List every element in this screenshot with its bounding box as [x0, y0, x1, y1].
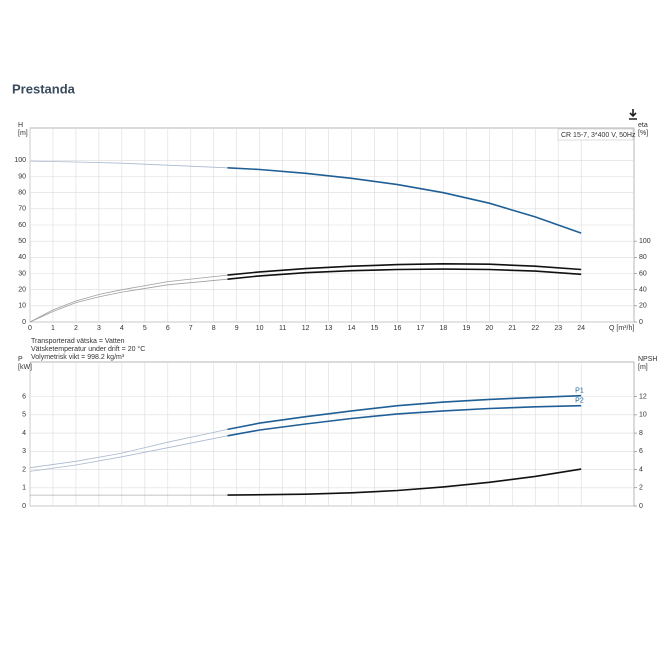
series-line — [29, 435, 228, 472]
series-line — [227, 394, 582, 431]
series-line — [29, 278, 228, 323]
legend-box — [557, 128, 634, 141]
y-tick-label: 2 — [22, 466, 26, 473]
y2-tick-label: 60 — [639, 270, 647, 277]
x-tick-label: 6 — [166, 325, 170, 332]
y-tick-label: 60 — [18, 222, 26, 229]
y-tick-label: 50 — [18, 238, 26, 245]
y2-tick-label: 10 — [639, 412, 647, 419]
y-tick-label: 0 — [22, 319, 26, 326]
x-tick-label: 22 — [531, 325, 539, 332]
x-tick-label: 11 — [279, 325, 286, 332]
y-tick-label: 10 — [18, 303, 26, 310]
x-tick-label: 18 — [439, 325, 447, 332]
y-tick-label: 3 — [22, 448, 26, 455]
series-line — [29, 160, 228, 169]
series-line — [29, 274, 228, 323]
y2-tick-label: 4 — [639, 466, 643, 473]
y-tick-label: 20 — [18, 287, 26, 294]
y-tick-label: 6 — [22, 393, 26, 400]
y-axis-label: H — [18, 122, 23, 129]
y-tick-label: 70 — [18, 206, 26, 213]
series-line — [227, 262, 582, 276]
x-tick-label: 20 — [485, 325, 493, 332]
x-tick-label: 0 — [28, 325, 32, 332]
series-line — [227, 468, 582, 496]
y2-axis-label: NPSH — [638, 356, 657, 363]
y2-axis-label: [m] — [638, 364, 648, 371]
y2-tick-label: 6 — [639, 448, 643, 455]
y-tick-label: 80 — [18, 190, 26, 197]
legend-text: CR 15-7, 3*400 V, 50Hz — [561, 132, 636, 139]
y-tick-label: 30 — [18, 270, 26, 277]
y2-tick-label: 80 — [639, 254, 647, 261]
y-axis-label: [kW] — [18, 364, 32, 371]
x-tick-label: 19 — [462, 325, 470, 332]
plot-frame — [29, 361, 635, 507]
annotation: Transporterad vätska = Vatten — [31, 338, 125, 345]
x-tick-label: 9 — [235, 325, 239, 332]
y2-tick-label: 8 — [639, 430, 643, 437]
x-tick-label: 13 — [325, 325, 333, 332]
series-line — [29, 429, 228, 469]
y2-tick-label: 100 — [639, 238, 651, 245]
y-tick-label: 1 — [22, 485, 26, 492]
x-tick-label: 3 — [97, 325, 101, 332]
x-tick-label: 12 — [302, 325, 310, 332]
x-tick-label: 5 — [143, 325, 147, 332]
download-icon[interactable] — [629, 109, 637, 120]
y-tick-label: 5 — [22, 412, 26, 419]
series-line — [227, 268, 582, 280]
series-line — [227, 404, 582, 437]
x-tick-label: 23 — [554, 325, 562, 332]
series-line — [227, 167, 582, 234]
x-tick-label: 1 — [51, 325, 55, 332]
y-tick-label: 90 — [18, 173, 26, 180]
y-axis-label: [m] — [18, 130, 28, 137]
x-tick-label: 10 — [256, 325, 264, 332]
x-tick-label: 21 — [508, 325, 516, 332]
y2-tick-label: 2 — [639, 485, 643, 492]
series-label: P1 — [575, 388, 584, 395]
x-tick-label: 8 — [212, 325, 216, 332]
series-label: P2 — [575, 398, 584, 405]
annotation: Vätsketemperatur under drift = 20 °C — [31, 345, 145, 353]
y2-tick-label: 20 — [639, 303, 647, 310]
y2-tick-label: 12 — [639, 393, 647, 400]
y-tick-label: 0 — [22, 503, 26, 510]
x-tick-label: 17 — [417, 325, 425, 332]
x-tick-label: 16 — [394, 325, 402, 332]
y-tick-label: 4 — [22, 430, 26, 437]
x-tick-label: 24 — [577, 325, 585, 332]
y-axis-label: P — [18, 356, 23, 363]
x-tick-label: 4 — [120, 325, 124, 332]
y2-tick-label: 40 — [639, 287, 647, 294]
x-tick-label: 14 — [348, 325, 356, 332]
x-tick-label: 15 — [371, 325, 379, 332]
y2-tick-label: 0 — [639, 319, 643, 326]
y2-tick-label: 0 — [639, 503, 643, 510]
y2-axis-label: [%] — [638, 130, 648, 137]
y2-axis-label: eta — [638, 122, 648, 129]
y-tick-label: 100 — [14, 157, 26, 164]
x-axis-label: Q [m³/h] — [609, 325, 634, 332]
y-tick-label: 40 — [18, 254, 26, 261]
annotation: Volymetrisk vikt = 998.2 kg/m³ — [31, 354, 125, 361]
page-title: Prestanda — [12, 81, 76, 96]
x-tick-label: 7 — [189, 325, 193, 332]
x-tick-label: 2 — [74, 325, 78, 332]
